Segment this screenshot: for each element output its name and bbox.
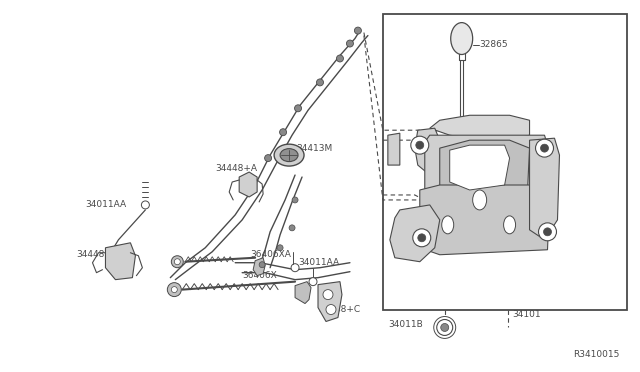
Circle shape: [436, 320, 452, 336]
Polygon shape: [425, 135, 547, 245]
Polygon shape: [450, 145, 509, 190]
Text: 34011AA: 34011AA: [298, 258, 339, 267]
Polygon shape: [440, 140, 529, 215]
Text: 32865: 32865: [479, 40, 508, 49]
Circle shape: [416, 141, 424, 149]
Circle shape: [264, 155, 271, 161]
Polygon shape: [415, 128, 445, 175]
Circle shape: [317, 79, 323, 86]
Circle shape: [294, 105, 301, 112]
Ellipse shape: [280, 149, 298, 161]
Polygon shape: [106, 243, 136, 280]
Circle shape: [174, 259, 180, 265]
Circle shape: [543, 228, 552, 236]
Circle shape: [538, 223, 557, 241]
Circle shape: [411, 136, 429, 154]
Circle shape: [536, 139, 554, 157]
Circle shape: [291, 264, 299, 272]
Polygon shape: [239, 172, 257, 197]
Circle shape: [441, 324, 449, 331]
Ellipse shape: [274, 144, 304, 166]
Circle shape: [418, 234, 426, 242]
Bar: [383, 14, 627, 310]
Ellipse shape: [504, 216, 516, 234]
Circle shape: [355, 27, 362, 34]
Polygon shape: [253, 258, 265, 276]
Ellipse shape: [451, 23, 473, 54]
Circle shape: [259, 262, 265, 268]
Text: R3410015: R3410015: [573, 350, 620, 359]
Circle shape: [337, 55, 344, 62]
Text: 34448+B: 34448+B: [77, 250, 118, 259]
Polygon shape: [388, 133, 400, 165]
Text: 34448+A: 34448+A: [215, 164, 257, 173]
Polygon shape: [318, 282, 342, 321]
Circle shape: [326, 305, 336, 314]
Polygon shape: [529, 138, 559, 240]
Text: 34413M: 34413M: [296, 144, 332, 153]
Polygon shape: [295, 282, 311, 304]
Circle shape: [323, 290, 333, 299]
Ellipse shape: [442, 216, 454, 234]
Text: 34101: 34101: [513, 310, 541, 319]
Polygon shape: [390, 205, 440, 262]
Text: 34011B: 34011B: [388, 320, 422, 329]
Text: 34011AA: 34011AA: [86, 201, 127, 209]
Circle shape: [172, 286, 177, 293]
Circle shape: [167, 283, 181, 296]
Circle shape: [280, 129, 287, 136]
Text: 34448+C: 34448+C: [318, 305, 360, 314]
Text: 36406X: 36406X: [242, 271, 277, 280]
Circle shape: [292, 197, 298, 203]
Circle shape: [141, 201, 149, 209]
Circle shape: [172, 256, 183, 268]
Circle shape: [346, 40, 353, 47]
Circle shape: [277, 245, 283, 251]
Circle shape: [309, 278, 317, 286]
Circle shape: [541, 144, 548, 152]
Polygon shape: [430, 115, 529, 140]
Text: 36406XA: 36406XA: [250, 250, 291, 259]
Circle shape: [289, 225, 295, 231]
Circle shape: [413, 229, 431, 247]
Ellipse shape: [473, 190, 486, 210]
Polygon shape: [420, 185, 550, 255]
